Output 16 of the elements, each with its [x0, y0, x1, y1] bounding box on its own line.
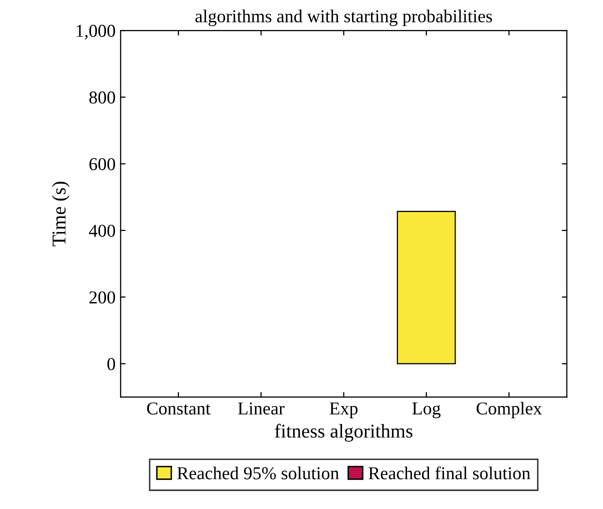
x-axis-title: fitness algorithms: [274, 424, 412, 442]
y-tick-label: 0: [107, 358, 116, 370]
legend-label: Reached 95% solution: [177, 466, 339, 480]
chart-title: algorithms and with starting probabilities: [195, 10, 492, 26]
legend-label: Reached final solution: [368, 466, 530, 480]
y-tick-label: 600: [89, 158, 116, 170]
y-tick-label: 1,000: [76, 24, 116, 40]
x-tick-label: Linear: [238, 402, 284, 415]
y-tick-label: 400: [89, 224, 116, 237]
x-tick-label: Log: [412, 402, 441, 418]
x-tick-label: Constant: [147, 402, 210, 415]
x-tick-label: Exp: [330, 402, 358, 418]
x-tick-label: Complex: [476, 402, 542, 418]
y-axis-title: Time (s): [52, 182, 70, 246]
y-tick-label: 800: [89, 91, 116, 104]
y-tick-label: 200: [89, 291, 116, 304]
